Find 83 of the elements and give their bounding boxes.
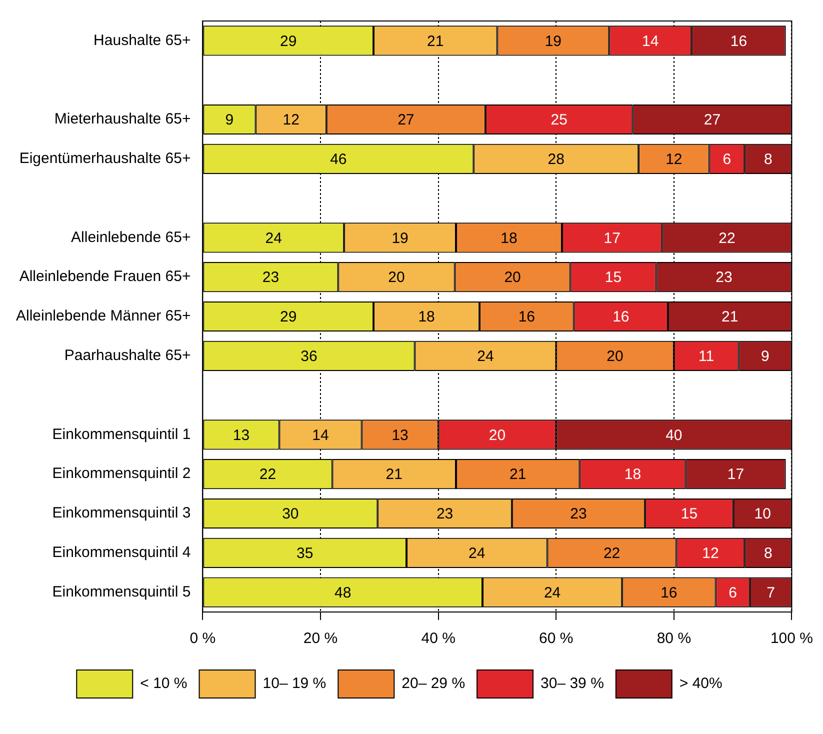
data-label: 16	[660, 584, 678, 602]
data-label: 21	[509, 466, 526, 484]
data-label: 12	[702, 545, 719, 562]
data-label: 13	[392, 426, 408, 444]
data-label: 20	[606, 348, 624, 366]
data-label: 24	[544, 584, 561, 602]
data-label: 23	[570, 506, 587, 523]
data-label: 9	[225, 112, 234, 129]
x-tick-label: 60 %	[539, 630, 574, 648]
data-label: 21	[427, 32, 444, 50]
data-label: 18	[500, 230, 518, 247]
y-tick-label: Einkommensquintil 5	[52, 583, 191, 600]
data-label: 8	[764, 151, 772, 168]
data-label: 17	[727, 466, 744, 484]
data-label: 21	[722, 308, 738, 326]
data-label: 12	[282, 112, 300, 129]
data-label: 35	[296, 545, 314, 562]
data-label: 46	[330, 151, 347, 168]
x-tick-label: 40 %	[421, 630, 456, 648]
x-tick-label: 0 %	[190, 630, 216, 648]
data-label: 30	[282, 506, 299, 523]
data-label: 15	[680, 506, 698, 523]
data-label: 27	[704, 112, 721, 129]
data-label: 19	[544, 32, 562, 50]
data-label: 23	[716, 269, 732, 286]
y-tick-label: Einkommensquintil 2	[52, 465, 191, 482]
data-label: 21	[386, 466, 402, 484]
y-tick-label: Mieterhaushalte 65+	[54, 110, 191, 128]
data-label: 14	[642, 32, 659, 50]
x-tick-label: 100 %	[770, 630, 814, 648]
legend-label: 20– 29 %	[402, 675, 466, 692]
data-label: 16	[730, 32, 748, 50]
data-label: 10	[754, 506, 771, 523]
data-label: 28	[548, 151, 564, 168]
data-label: 20	[488, 426, 506, 444]
data-label: 48	[334, 584, 352, 602]
data-label: 27	[398, 112, 414, 129]
y-tick-label: Einkommensquintil 4	[52, 544, 191, 562]
data-label: 18	[624, 466, 642, 484]
data-label: 22	[603, 545, 620, 562]
y-tick-label: Paarhaushalte 65+	[64, 347, 191, 364]
data-label: 29	[280, 308, 297, 326]
x-tick-label: 20 %	[303, 630, 338, 648]
data-label: 11	[698, 348, 714, 366]
data-label: 23	[262, 269, 280, 286]
y-tick-label: Einkommensquintil 3	[52, 504, 191, 522]
data-label: 12	[666, 151, 682, 168]
y-tick-label: Haushalte 65+	[94, 32, 191, 49]
legend-label: < 10 %	[140, 675, 188, 692]
data-label: 13	[232, 426, 250, 444]
y-tick-label: Alleinlebende 65+	[71, 228, 191, 246]
y-tick-label: Alleinlebende Männer 65+	[16, 308, 191, 325]
data-label: 24	[477, 348, 494, 366]
data-label: 6	[722, 151, 732, 168]
data-label: 29	[280, 32, 297, 50]
data-label: 22	[718, 230, 736, 247]
legend-label: > 40%	[679, 675, 722, 692]
y-tick-label: Einkommensquintil 1	[52, 426, 191, 443]
legend-label: 30– 39 %	[540, 675, 604, 692]
data-label: 25	[550, 112, 568, 129]
data-label: 16	[612, 308, 630, 326]
data-label: 20	[388, 269, 405, 286]
data-label: 24	[468, 545, 486, 562]
data-label: 36	[300, 348, 318, 366]
x-tick-label: 80 %	[656, 630, 692, 648]
data-label: 9	[761, 348, 770, 366]
data-label: 22	[259, 466, 276, 484]
legend-label: 10– 19 %	[262, 675, 326, 692]
y-tick-label: Alleinlebende Frauen 65+	[19, 268, 191, 286]
data-label: 6	[728, 584, 738, 602]
y-tick-label: Eigentümerhaushalte 65+	[19, 150, 191, 168]
data-label: 20	[504, 269, 521, 286]
data-label: 19	[392, 230, 408, 247]
data-label: 40	[666, 426, 682, 444]
data-label: 24	[265, 230, 282, 247]
data-label: 14	[312, 426, 329, 444]
data-label: 15	[604, 269, 622, 286]
data-label: 16	[518, 308, 536, 326]
data-label: 8	[764, 545, 772, 562]
data-label: 18	[418, 308, 435, 326]
data-label: 17	[604, 230, 620, 247]
data-label: 23	[436, 506, 454, 523]
data-label: 7	[766, 584, 775, 602]
